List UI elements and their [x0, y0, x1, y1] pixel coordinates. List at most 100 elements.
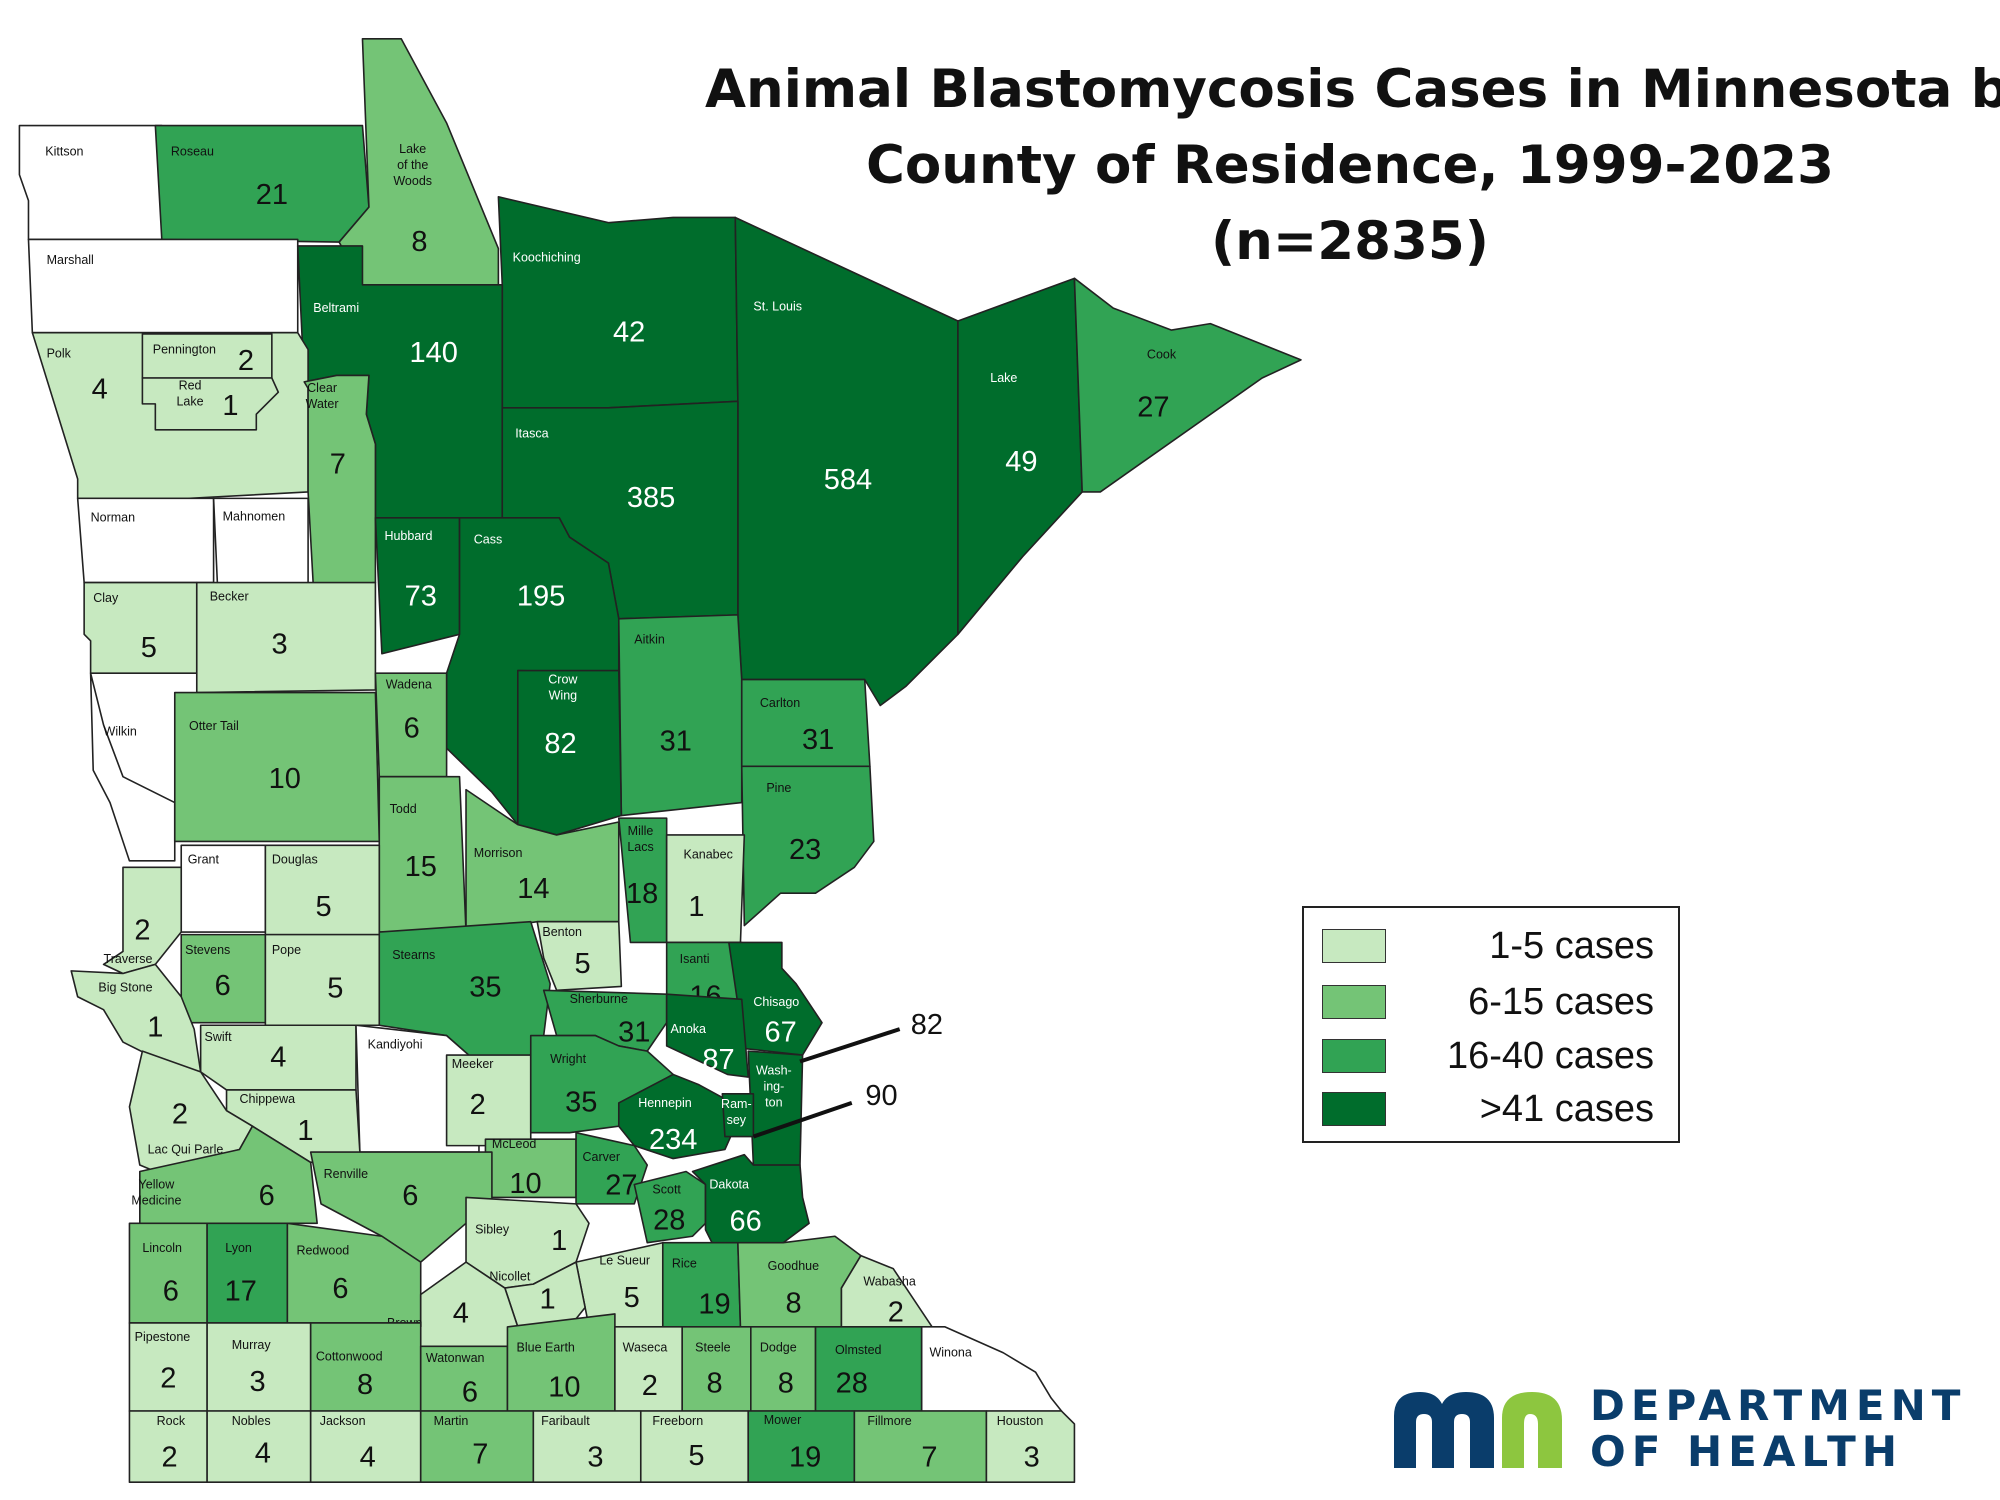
county-name-label: Murray — [232, 1338, 272, 1352]
county-fillmore: Fillmore 7 — [853, 1410, 988, 1484]
county-case-count: 35 — [469, 971, 501, 1003]
county-name-label: Wabasha — [863, 1274, 915, 1288]
county-case-count: 4 — [453, 1298, 469, 1330]
county-shape — [840, 1254, 933, 1328]
county-hubbard: Hubbard 73 — [374, 516, 461, 655]
county-name-label: Kittson — [45, 144, 83, 158]
county-roseau: Roseau 21 — [154, 124, 370, 243]
county-shape — [536, 920, 623, 992]
county-swift: Swift 4 — [199, 1024, 357, 1091]
county-koochiching: Koochiching 42 — [497, 195, 739, 409]
county-blue-earth: Blue Earth 10 — [506, 1313, 616, 1412]
county-case-count: 49 — [1005, 446, 1037, 478]
county-name-label: Clay — [93, 591, 119, 605]
county-benton: Benton 5 — [536, 920, 623, 992]
legend-item: 1-5 cases — [1322, 926, 1662, 966]
county-case-count: 4 — [255, 1437, 271, 1469]
county-douglas: Douglas 5 — [264, 844, 381, 936]
map-title: Animal Blastomycosis Cases in Minnesota … — [705, 52, 2000, 280]
county-shape — [665, 993, 750, 1078]
county-case-count: 6 — [462, 1377, 478, 1409]
county-shape — [141, 377, 280, 431]
county-name-label: Big Stone — [98, 981, 152, 995]
county-name-label: Martin — [434, 1414, 469, 1428]
county-sibley: Sibley 1 — [465, 1196, 590, 1289]
county-chisago: Chisago 67 — [728, 941, 823, 1056]
county-name-label: Rock — [157, 1414, 186, 1428]
county-case-count: 67 — [764, 1017, 796, 1049]
county-case-count: 4 — [360, 1441, 376, 1473]
county-murray: Murray 3 — [206, 1322, 312, 1412]
county-name-label: Pennington — [153, 342, 216, 356]
county-name-label: Nicollet — [489, 1269, 531, 1283]
county-case-count: 10 — [269, 763, 301, 795]
county-name-label: Chisago — [753, 995, 799, 1009]
county-case-count: 140 — [409, 337, 457, 369]
county-case-count: 15 — [405, 851, 437, 883]
county-becker: Becker 3 — [195, 581, 377, 694]
county-name-label: Yellow Medicine — [131, 1177, 181, 1207]
legend-swatch — [1322, 929, 1386, 963]
county-case-count: 4 — [270, 1041, 286, 1073]
county-name-label: Redwood — [296, 1243, 349, 1257]
county-case-count: 1 — [551, 1225, 567, 1257]
legend-item: >41 cases — [1322, 1089, 1662, 1129]
county-case-count: 8 — [785, 1287, 801, 1319]
county-name-label: Lake — [990, 371, 1017, 385]
county-name-label: Dakota — [709, 1177, 749, 1191]
county-case-count: 8 — [411, 226, 427, 258]
county-shape — [497, 195, 739, 409]
legend-swatch — [1322, 1092, 1386, 1126]
county-case-count: 1 — [147, 1012, 163, 1044]
county-case-count: 2 — [642, 1370, 658, 1402]
county-case-count: 7 — [472, 1439, 488, 1471]
county-shape — [286, 1222, 422, 1324]
county-name-label: Stearns — [392, 948, 435, 962]
county-name-label: Kanabec — [683, 847, 732, 861]
callout-line — [799, 1027, 901, 1064]
county-case-count: 3 — [250, 1366, 266, 1398]
county-case-count: 31 — [660, 725, 692, 757]
county-name-label: Sherburne — [570, 992, 628, 1006]
county-name-label: Morrison — [474, 846, 523, 860]
county-name-label: Carver — [583, 1150, 621, 1164]
county-case-count: 10 — [548, 1371, 580, 1403]
county-shape — [89, 672, 176, 862]
county-faribault: Faribault 3 — [532, 1410, 642, 1484]
county-case-count: 7 — [330, 448, 346, 480]
county-case-count: 3 — [1024, 1441, 1040, 1473]
county-renville: Renville 6 — [309, 1151, 493, 1263]
county-name-label: Itasca — [515, 427, 548, 441]
county-name-label: Mower — [764, 1413, 802, 1427]
county-name-label: Douglas — [272, 852, 318, 866]
county-name-label: Fillmore — [867, 1414, 911, 1428]
county-shape — [617, 1073, 737, 1160]
county-case-count: 21 — [256, 179, 288, 211]
county-lincoln: Lincoln 6 — [128, 1222, 208, 1324]
legend-label: 1-5 cases — [1489, 925, 1654, 967]
county-crow-wing: Crow Wing 82 — [516, 669, 623, 836]
county-case-count: 1 — [297, 1115, 313, 1147]
county-name-label: Koochiching — [513, 250, 581, 264]
county-pope: Pope 5 — [264, 933, 381, 1027]
callout-line — [752, 1101, 853, 1139]
county-case-count: 5 — [688, 1440, 704, 1472]
county-name-label: Traverse — [104, 952, 153, 966]
callout-value: 90 — [865, 1080, 897, 1112]
county-pipestone: Pipestone 2 — [128, 1322, 208, 1412]
county-case-count: 1 — [688, 891, 704, 923]
county-anoka: Anoka 87 — [665, 993, 750, 1078]
county-name-label: Olmsted — [835, 1343, 882, 1357]
county-st-louis: St. Louis 584 — [734, 216, 959, 707]
county-case-count: 2 — [134, 914, 150, 946]
county-name-label: Chippewa — [239, 1092, 295, 1106]
county-name-label: Mahnomen — [223, 509, 286, 523]
callout-ramsey: 90 — [752, 1080, 898, 1139]
county-case-count: 35 — [565, 1087, 597, 1119]
county-shape — [814, 1326, 923, 1412]
county-name-label: Nobles — [232, 1414, 271, 1428]
title-line-1: Animal Blastomycosis Cases in Minnesota … — [705, 59, 2000, 120]
legend-swatch — [1322, 1039, 1386, 1073]
county-winona: Winona — [920, 1326, 1063, 1412]
county-case-count: 6 — [215, 970, 231, 1002]
